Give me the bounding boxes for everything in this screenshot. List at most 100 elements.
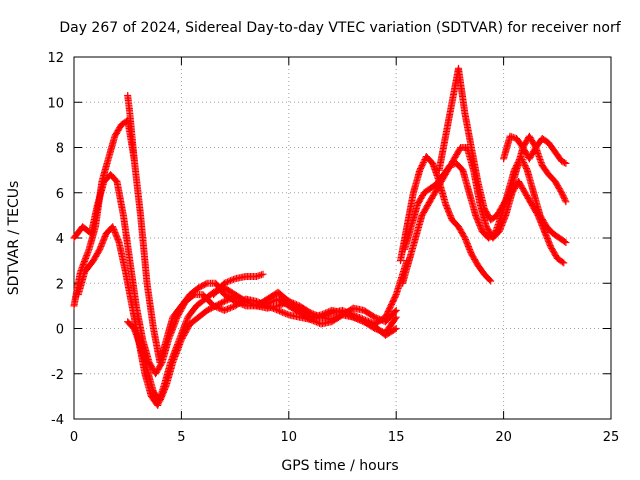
data-point-marker — [308, 309, 316, 317]
data-point-marker — [358, 317, 366, 325]
data-point-marker — [222, 279, 230, 287]
x-tick-label: 0 — [70, 430, 78, 445]
data-point-marker — [225, 304, 233, 312]
data-point-marker — [189, 292, 197, 300]
data-point-marker — [306, 315, 314, 323]
data-point-marker — [558, 258, 566, 266]
data-point-marker — [237, 295, 245, 303]
data-point-marker — [391, 315, 399, 323]
data-point-marker — [245, 299, 253, 307]
y-tick-label: 10 — [47, 96, 64, 111]
data-point-marker — [560, 193, 568, 201]
y-tick-label: -2 — [51, 368, 64, 383]
x-tick-label: 5 — [177, 430, 185, 445]
data-point-marker — [291, 300, 299, 308]
data-point-marker — [314, 312, 322, 320]
chart-title: Day 267 of 2024, Sidereal Day-to-day VTE… — [59, 20, 621, 36]
data-point-marker — [130, 155, 138, 163]
data-series-track-2 — [70, 171, 411, 378]
data-point-marker — [561, 196, 569, 204]
y-tick-label: -4 — [51, 413, 64, 428]
data-point-marker — [355, 316, 363, 324]
data-point-marker — [248, 300, 256, 308]
data-point-marker — [223, 305, 231, 313]
data-point-marker — [374, 314, 382, 322]
data-point-marker — [282, 310, 290, 318]
data-point-marker — [268, 298, 276, 306]
data-point-marker — [236, 295, 244, 303]
data-point-marker — [362, 318, 370, 326]
data-point-marker — [225, 295, 233, 303]
data-series-track-9 — [401, 153, 570, 253]
data-point-marker — [226, 295, 234, 303]
data-point-marker — [220, 297, 228, 305]
data-point-marker — [312, 311, 320, 319]
data-point-marker — [292, 301, 300, 309]
axis-ticks: 0 5 10 15 20 25 -4 -2 0 2 4 6 8 10 12 — [47, 51, 619, 445]
y-tick-label: 6 — [56, 187, 64, 202]
data-point-marker — [419, 160, 427, 168]
data-point-marker — [351, 314, 359, 322]
data-point-marker — [311, 317, 319, 325]
data-point-marker — [392, 313, 400, 321]
data-point-marker — [487, 277, 495, 285]
data-series-track-6 — [124, 91, 138, 163]
data-point-marker — [222, 297, 230, 305]
grid-lines — [74, 57, 611, 419]
data-point-marker — [417, 163, 425, 171]
data-point-marker — [220, 279, 228, 287]
data-point-marker — [417, 165, 425, 173]
data-point-marker — [521, 162, 529, 170]
data-point-marker — [420, 157, 428, 165]
y-axis-label: SDTVAR / TECUs — [6, 181, 22, 296]
data-point-marker — [259, 270, 267, 278]
data-point-marker — [523, 165, 531, 173]
data-point-marker — [228, 276, 236, 284]
data-point-marker — [360, 318, 368, 326]
data-series-track-4 — [124, 293, 400, 405]
data-point-marker — [562, 159, 570, 167]
data-point-marker — [269, 297, 277, 305]
data-point-marker — [277, 308, 285, 316]
data-point-marker — [352, 314, 360, 322]
data-point-marker — [239, 296, 247, 304]
data-point-marker — [220, 306, 228, 314]
data-point-marker — [280, 309, 288, 317]
y-tick-label: 0 — [56, 323, 64, 338]
data-point-marker — [308, 316, 316, 324]
data-series-track-5 — [210, 270, 267, 299]
data-point-marker — [240, 297, 248, 305]
data-point-marker — [486, 276, 494, 284]
data-point-marker — [371, 313, 379, 321]
data-point-marker — [219, 298, 227, 306]
data-point-marker — [392, 325, 400, 332]
data-point-marker — [233, 293, 241, 301]
y-tick-label: 8 — [56, 142, 64, 157]
data-point-marker — [217, 305, 225, 313]
data-point-marker — [314, 319, 322, 327]
data-point-marker — [354, 315, 362, 323]
data-point-marker — [561, 238, 569, 246]
data-point-marker — [283, 310, 291, 318]
data-point-marker — [391, 325, 399, 333]
data-point-marker — [266, 298, 274, 306]
data-point-marker — [560, 159, 568, 167]
data-point-marker — [223, 278, 231, 286]
x-axis-label: GPS time / hours — [281, 458, 398, 474]
data-series — [70, 64, 570, 409]
data-point-marker — [234, 294, 242, 302]
data-point-marker — [368, 321, 376, 329]
data-series-track-11 — [500, 132, 570, 167]
data-point-marker — [315, 313, 323, 321]
data-point-marker — [416, 166, 424, 174]
data-point-marker — [419, 159, 427, 167]
data-point-marker — [306, 309, 314, 317]
y-tick-label: 4 — [56, 232, 64, 247]
x-tick-label: 20 — [495, 430, 512, 445]
x-tick-label: 10 — [281, 430, 298, 445]
data-point-marker — [230, 275, 238, 283]
data-point-marker — [309, 317, 317, 325]
data-point-marker — [363, 319, 371, 327]
data-point-marker — [228, 303, 236, 311]
